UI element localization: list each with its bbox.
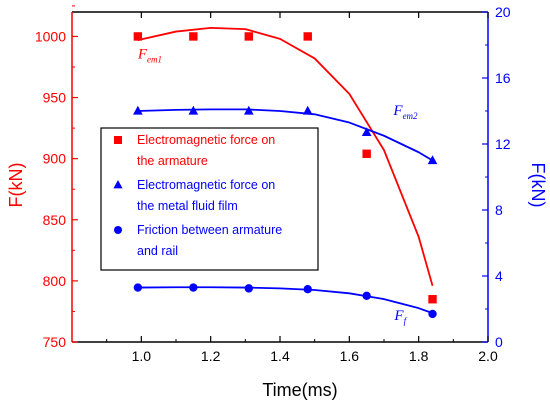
- data-point: [428, 309, 437, 319]
- y-right-tick-label: 0: [495, 334, 503, 350]
- legend-label: Electromagnetic force on: [137, 178, 275, 192]
- series-layer: [133, 26, 438, 319]
- legend-label: Friction between armature: [137, 223, 282, 237]
- y-left-tick-label: 1000: [35, 28, 66, 44]
- series-annotation: Ff: [393, 308, 407, 326]
- legend-marker-triangle: [113, 180, 123, 189]
- data-point: [302, 105, 313, 115]
- series-square: [133, 26, 437, 304]
- data-point: [427, 155, 438, 165]
- x-tick-label: 1.0: [132, 348, 152, 364]
- y-right-tick-label: 16: [495, 70, 511, 86]
- series-fit-curve: [137, 286, 433, 314]
- legend-box: [100, 127, 319, 271]
- legend-marker-circle: [114, 226, 122, 234]
- y-right-tick-label: 12: [495, 136, 511, 152]
- y-left-tick-label: 950: [43, 90, 67, 106]
- data-point: [244, 32, 253, 41]
- series-circle: [133, 283, 437, 319]
- y-axis-left-title: F(kN): [6, 163, 26, 208]
- data-point: [133, 105, 143, 115]
- series-annotation: Fem1: [137, 46, 162, 64]
- legend-marker-square: [114, 136, 122, 144]
- y-left-tick-label: 850: [43, 212, 67, 228]
- series-triangle: [133, 105, 438, 165]
- data-point: [133, 32, 143, 41]
- series-fit-curve: [137, 26, 434, 287]
- series-annotation: Fem2: [392, 103, 418, 121]
- data-point: [428, 295, 437, 304]
- data-point: [244, 284, 253, 293]
- legend: Electromagnetic force on the armature Elec…: [100, 127, 319, 271]
- data-point: [133, 283, 143, 292]
- x-tick-label: 1.2: [201, 348, 221, 364]
- axes: 1.0 1.2 1.4 1.6 1.8 2.0 750 800 850 900 950 1000 0 4 8…: [35, 4, 511, 364]
- series-annotation-sub: em2: [403, 111, 418, 121]
- data-point: [243, 105, 254, 115]
- series-annotation-sub: em1: [147, 54, 162, 64]
- data-point: [303, 32, 312, 41]
- y-axis-right-title: F(kN): [528, 163, 548, 208]
- x-tick-label: 1.8: [409, 348, 429, 364]
- x-tick-label: 1.4: [270, 348, 290, 364]
- data-point: [362, 149, 371, 158]
- y-left-tick-label: 750: [43, 334, 67, 350]
- x-axis-title: Time(ms): [262, 380, 337, 400]
- data-point: [188, 105, 199, 115]
- data-point: [189, 32, 198, 41]
- legend-label: and rail: [137, 244, 178, 258]
- y-left-tick-label: 900: [43, 151, 67, 167]
- data-point: [189, 283, 198, 292]
- data-point: [303, 285, 312, 294]
- legend-label: the armature: [137, 154, 208, 168]
- y-left-tick-label: 800: [43, 273, 67, 289]
- legend-label: Electromagnetic force on: [137, 133, 275, 147]
- x-tick-label: 2.0: [478, 348, 498, 364]
- y-right-tick-label: 4: [495, 268, 503, 284]
- data-point: [362, 291, 371, 300]
- data-point: [361, 127, 372, 137]
- x-tick-label: 1.6: [340, 348, 360, 364]
- y-right-tick-label: 20: [495, 4, 511, 20]
- y-right-tick-label: 8: [495, 202, 503, 218]
- series-annotation-sub: f: [404, 316, 408, 326]
- legend-label: the metal fluid film: [137, 199, 238, 213]
